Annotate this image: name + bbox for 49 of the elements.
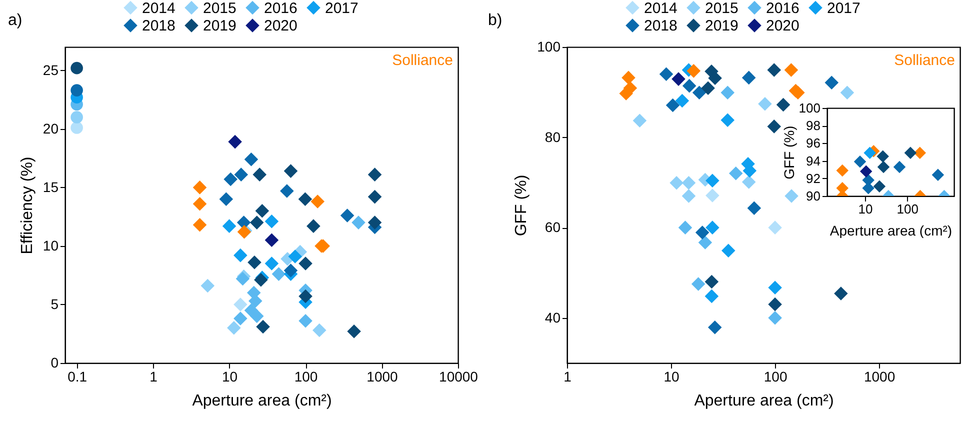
y-tick-label: 0 xyxy=(50,354,59,370)
chart-title: a) xyxy=(8,12,22,29)
y-tick-label: 96 xyxy=(806,136,820,151)
y-axis-title: GFF (%) xyxy=(780,126,797,180)
text: Solliance xyxy=(392,52,453,69)
y-tick-label: 80 xyxy=(544,128,561,145)
chart-title: b) xyxy=(488,12,502,29)
y-tick-label: 98 xyxy=(806,118,820,134)
legend-label: 2017 xyxy=(325,0,358,17)
x-tick-label: 10000 xyxy=(439,368,478,384)
y-tick-label: 5 xyxy=(50,296,59,312)
legend-label: 2016 xyxy=(766,0,800,17)
y-tick-label: 100 xyxy=(798,100,820,116)
y-tick-label: 100 xyxy=(537,38,561,54)
legend-label: 2014 xyxy=(142,0,176,17)
x-tick-label: 1 xyxy=(150,368,158,384)
y-tick-label: 20 xyxy=(42,120,59,136)
x-tick-label: 1 xyxy=(564,368,572,384)
legend-label: 2019 xyxy=(705,18,738,34)
y-axis-title: Efficiency (%) xyxy=(18,156,36,254)
x-tick-label: 100 xyxy=(764,368,788,384)
x-tick-label: 1000 xyxy=(864,368,896,384)
legend-label: 2017 xyxy=(827,0,860,17)
y-tick-label: 92 xyxy=(806,170,820,186)
x-tick-label: 10 xyxy=(664,368,680,384)
y-axis-title: GFF (%) xyxy=(513,174,530,236)
legend-label: 2018 xyxy=(142,18,176,34)
y-tick-label: 40 xyxy=(544,309,561,326)
legend-label: 2020 xyxy=(766,18,800,34)
y-tick-label: 15 xyxy=(42,178,59,195)
x-axis-title: Aperture area (cm²) xyxy=(192,392,332,410)
x-tick-label: 100 xyxy=(294,368,318,384)
x-tick-label: 10 xyxy=(222,368,238,384)
x-tick-label: 1000 xyxy=(366,368,398,384)
legend-label: 2016 xyxy=(264,0,298,17)
legend-label: 2018 xyxy=(644,18,678,34)
legend-label: 2015 xyxy=(203,0,236,17)
legend-label: 2015 xyxy=(705,0,738,17)
y-tick-label: 10 xyxy=(42,237,59,254)
text: Solliance xyxy=(894,52,955,69)
y-tick-label: 90 xyxy=(806,188,820,204)
y-tick-label: 25 xyxy=(42,62,59,78)
legend-label: 2014 xyxy=(644,0,678,17)
y-tick-label: 60 xyxy=(544,219,561,236)
legend-label: 2020 xyxy=(264,18,298,34)
x-axis-title: Aperture area (cm²) xyxy=(694,392,834,410)
x-tick-label: 0.1 xyxy=(68,368,88,384)
y-tick-label: 94 xyxy=(806,153,820,168)
legend-label: 2019 xyxy=(203,18,236,34)
